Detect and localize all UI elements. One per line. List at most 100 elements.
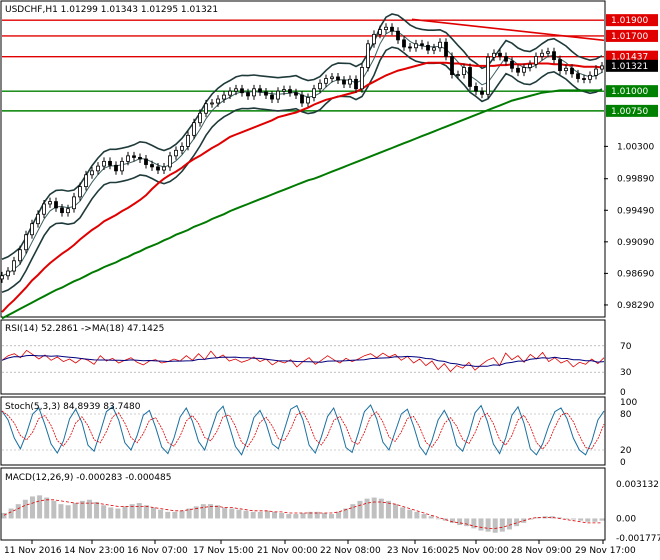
candle-body	[270, 94, 274, 100]
candle-body	[408, 46, 412, 49]
macd-bar	[300, 512, 306, 519]
macd-bar	[293, 514, 299, 519]
candle-body	[594, 68, 598, 76]
macd-bar	[578, 518, 584, 521]
macd-bar	[328, 514, 334, 519]
candle-body	[186, 134, 190, 147]
macd-bar	[37, 495, 43, 519]
macd-bar	[535, 517, 541, 519]
y-tick-label: 1.00300	[617, 142, 654, 152]
x-tick-label: 16 Nov 07:00	[127, 546, 188, 556]
candle-body	[480, 90, 484, 95]
candle-body	[570, 67, 574, 75]
macd-bar	[485, 518, 491, 532]
ma-red-line	[1, 61, 603, 313]
macd-bar	[307, 511, 313, 519]
level-label-1: 1.01700	[611, 32, 648, 42]
macd-bar	[563, 518, 569, 520]
candle-body	[144, 158, 148, 165]
candle-body	[402, 39, 406, 48]
macd-panel	[0, 467, 606, 541]
x-tick-label: 22 Nov 08:00	[320, 546, 381, 556]
candle-body	[228, 90, 232, 96]
candle-body	[72, 196, 76, 210]
macd-bar	[279, 512, 285, 519]
candle-body	[42, 203, 46, 215]
candle-body	[366, 43, 370, 68]
candle-body	[318, 82, 322, 90]
macd-axis-label: -0.001777	[616, 534, 660, 544]
candle-body	[450, 56, 454, 75]
x-tick-label: 17 Nov 15:00	[193, 546, 254, 556]
rsi-axis-label: 30	[620, 368, 632, 378]
macd-bar	[143, 505, 149, 519]
macd-bar	[243, 510, 249, 519]
candle-body	[18, 249, 22, 262]
macd-bar	[122, 506, 128, 519]
candle-body	[246, 92, 250, 97]
candle-body	[276, 90, 280, 100]
candle-body	[54, 201, 58, 209]
candle-body	[576, 73, 580, 79]
macd-bar	[15, 504, 21, 519]
candle-body	[156, 166, 160, 171]
candle-body	[486, 56, 490, 95]
x-tick-label: 11 Nov 2016	[4, 546, 62, 556]
level-tag-4	[606, 104, 658, 117]
macd-bar	[94, 501, 100, 519]
stoch-axis-label: 20	[620, 446, 632, 456]
y-tick-label: 0.98690	[617, 269, 654, 279]
candle-body	[192, 122, 196, 136]
candle-body	[252, 88, 256, 97]
macd-bar	[407, 509, 413, 519]
level-tag-2	[606, 50, 658, 63]
candle-body	[414, 43, 418, 49]
candle-body	[78, 186, 82, 198]
candle-body	[282, 89, 286, 92]
candle-body	[330, 76, 334, 79]
x-tick-label: 25 Nov 00:00	[448, 546, 509, 556]
rsi-ma-line	[1, 354, 605, 367]
candle-body	[174, 149, 178, 157]
macd-bar	[136, 503, 142, 519]
macd-bar	[79, 500, 85, 519]
candle-body	[36, 213, 40, 225]
macd-axis-label: 0.00	[616, 514, 636, 524]
stoch-axis-label: 80	[620, 410, 632, 420]
level-tag-0	[606, 14, 658, 27]
candle-body	[420, 43, 424, 46]
macd-bar	[514, 518, 520, 527]
macd-bar	[115, 508, 121, 519]
macd-bar	[179, 510, 185, 519]
candle-body	[528, 63, 532, 68]
candle-body	[468, 67, 472, 87]
y-tick-label: 0.99890	[617, 175, 654, 185]
macd-bar	[207, 504, 213, 519]
candle-body	[360, 67, 364, 90]
macd-bar	[571, 518, 577, 520]
rsi-panel	[0, 319, 606, 395]
candle-body	[294, 92, 298, 96]
y-tick-label: 0.99090	[617, 238, 654, 248]
candle-body	[492, 52, 496, 58]
candle-body	[546, 51, 550, 54]
macd-bar	[101, 505, 107, 519]
macd-bar	[250, 511, 256, 519]
candle-body	[438, 41, 442, 49]
macd-bar	[336, 511, 342, 519]
candle-body	[444, 41, 448, 57]
candle-body	[60, 207, 64, 214]
candle-body	[240, 88, 244, 94]
x-tick-label: 28 Nov 09:00	[511, 546, 572, 556]
level-label-3: 1.01000	[611, 87, 648, 97]
macd-bar	[450, 518, 455, 523]
candle-body	[600, 65, 604, 70]
level-label-2: 1.01437	[611, 53, 648, 63]
candle-body	[90, 170, 94, 176]
candle-body	[24, 234, 28, 251]
macd-bar	[528, 518, 534, 520]
ma-green-line	[1, 89, 602, 320]
macd-bar	[556, 517, 562, 519]
last-price-label: 1.01321	[611, 62, 648, 72]
